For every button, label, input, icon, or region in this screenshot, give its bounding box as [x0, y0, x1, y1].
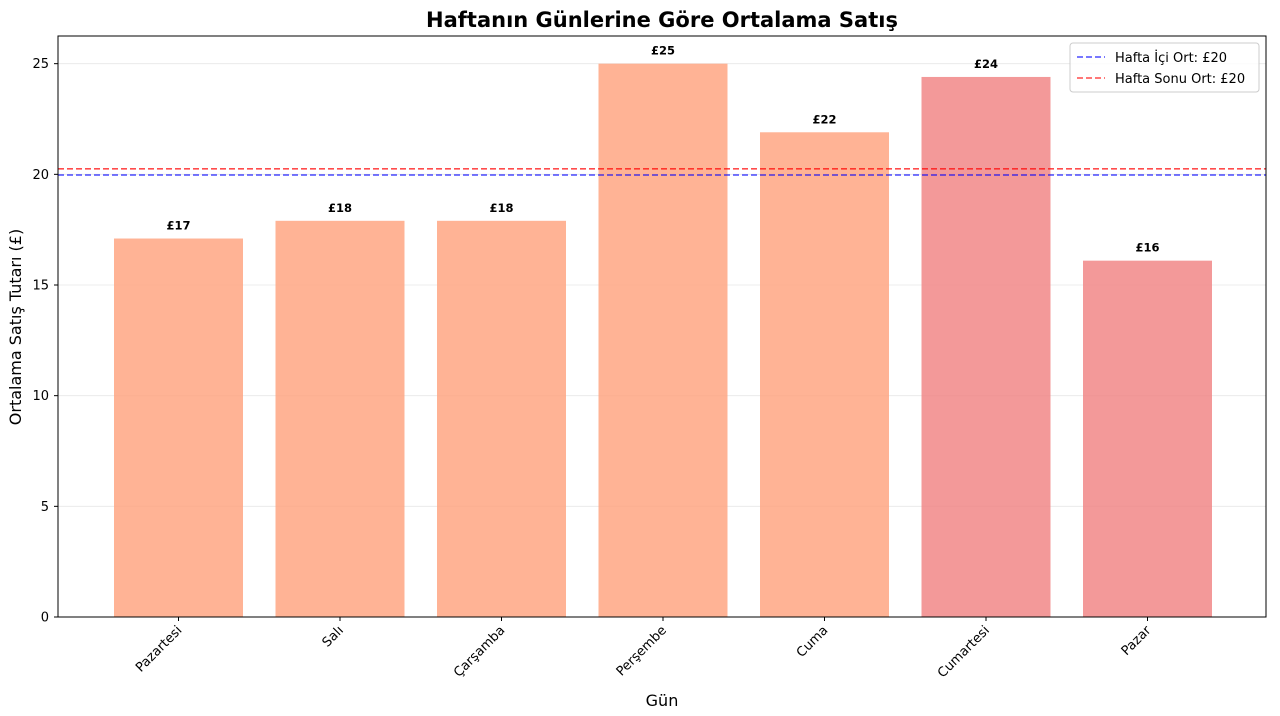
x-tick-label: Çarşamba [451, 623, 508, 680]
bar-value-label: £22 [812, 112, 836, 126]
x-tick-label: Pazartesi [133, 623, 185, 675]
y-tick-label: 0 [41, 611, 49, 626]
bars [114, 63, 1212, 618]
y-tick-label: 25 [32, 57, 49, 72]
legend-label-1: Hafta Sonu Ort: £20 [1115, 72, 1245, 87]
y-axis-label: Ortalama Satış Tutarı (£) [6, 229, 25, 425]
x-tick-label: Perşembe [614, 623, 670, 679]
y-tick-label: 15 [32, 279, 49, 294]
bar-value-label: £25 [651, 44, 675, 58]
bar-value-label: £18 [489, 201, 513, 215]
x-axis-label: Gün [646, 691, 679, 710]
bar-value-label: £17 [166, 219, 190, 233]
y-tick-label: 5 [41, 500, 49, 515]
bar-perşembe [598, 63, 728, 617]
reference-lines [58, 168, 1266, 176]
bar-çarşamba [437, 220, 566, 617]
y-tick-label: 20 [32, 168, 49, 183]
chart-title: Haftanın Günlerine Göre Ortalama Satış [426, 8, 898, 32]
x-tick-label: Cuma [794, 623, 831, 660]
bar-salı [275, 220, 405, 617]
bar-value-label: £24 [974, 57, 998, 71]
plot-frame [57, 35, 1267, 618]
legend: Hafta İçi Ort: £20 Hafta Sonu Ort: £20 [1069, 42, 1260, 93]
bar-cumartesi [921, 76, 1051, 618]
x-tick-label: Pazar [1119, 623, 1155, 659]
x-tick-label: Salı [320, 623, 347, 650]
bar-value-labels: £17 £18 £18 £25 £22 £24 £16 [166, 44, 1159, 255]
x-tick-label: Cumartesi [935, 623, 993, 681]
legend-label-0: Hafta İçi Ort: £20 [1115, 50, 1227, 66]
bar-pazar [1083, 260, 1212, 617]
bar-value-label: £18 [328, 201, 352, 215]
bar-cuma [760, 132, 889, 617]
y-tick-label: 10 [32, 389, 49, 404]
legend-box [1069, 42, 1260, 93]
bar-value-label: £16 [1135, 241, 1159, 255]
bar-pazartesi [114, 238, 243, 617]
